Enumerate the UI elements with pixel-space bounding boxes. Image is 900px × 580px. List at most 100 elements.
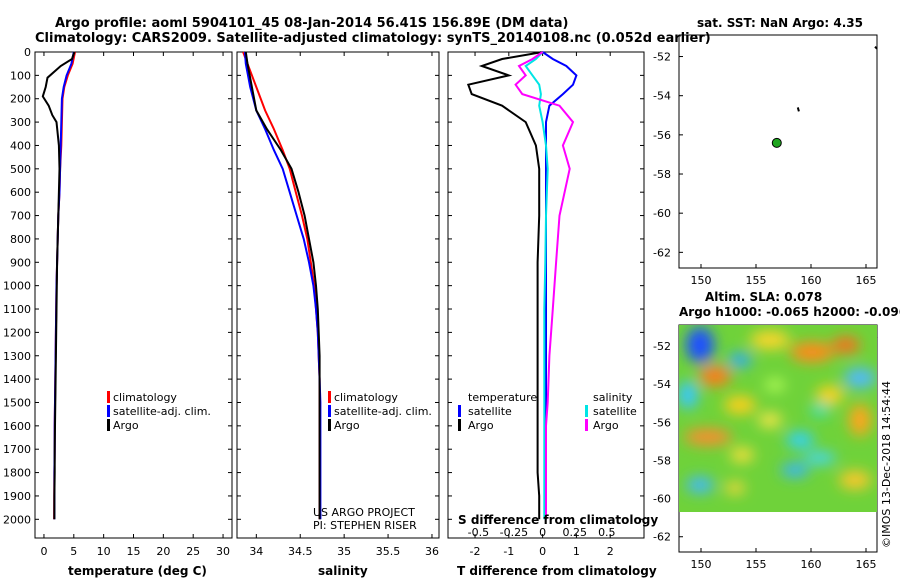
legend-label-climatology: climatology <box>113 391 177 404</box>
depth-tick-label: 1300 <box>3 350 31 363</box>
sst-map-title: sat. SST: NaN Argo: 4.35 <box>697 16 863 30</box>
depth-tick-label: 1600 <box>3 420 31 433</box>
map-x-tick-label-sla_map: 155 <box>746 558 767 571</box>
imos-stamp: ©IMOS 13-Dec-2018 14:54:44 <box>880 381 893 548</box>
map-x-tick-label-sst_map: 150 <box>691 274 712 287</box>
map-y-tick-label-sst_map: -56 <box>653 129 671 142</box>
map-y-tick-label-sla_map: -54 <box>653 378 671 391</box>
depth-tick-label: 1200 <box>3 326 31 339</box>
x-tick-label-difference: 2 <box>607 545 614 558</box>
series-line-t-satellite <box>542 51 578 520</box>
credit-pi: PI: STEPHEN RISER <box>313 519 417 532</box>
map-y-tick-label-sla_map: -52 <box>653 340 671 353</box>
map-x-tick-label-sst_map: 155 <box>746 274 767 287</box>
map-y-tick-label-sst_map: -58 <box>653 168 671 181</box>
map-y-tick-label-sst_map: -52 <box>653 51 671 64</box>
sla-map-title-2: Argo h1000: -0.065 h2000: -0.096 <box>679 305 900 319</box>
x-tick-label-temperature: 25 <box>186 545 200 558</box>
legend-label-argo: Argo <box>334 419 360 432</box>
panel-frame-salinity <box>236 51 440 539</box>
s-tick-label: -0.5 <box>468 526 489 539</box>
x-tick-label-temperature: 20 <box>156 545 170 558</box>
legend-swatch-s-argo <box>585 419 588 431</box>
depth-tick-label: 1400 <box>3 373 31 386</box>
x-tick-label-temperature: 5 <box>70 545 77 558</box>
x-tick-label-difference: -2 <box>470 545 481 558</box>
depth-tick-label: 1000 <box>3 280 31 293</box>
legend-swatch-climatology <box>328 391 331 403</box>
depth-tick-label: 0 <box>24 46 31 59</box>
map-y-tick-label-sst_map: -62 <box>653 246 671 259</box>
argo-position-marker <box>771 137 782 148</box>
series-line-t-argo <box>466 51 543 520</box>
depth-tick-label: 400 <box>10 139 31 152</box>
legend-title-temperature: temperature <box>468 391 537 404</box>
series-line-satellite-adj-clim- <box>243 51 322 520</box>
depth-tick-label: 600 <box>10 186 31 199</box>
map-y-tick-label-sst_map: -60 <box>653 207 671 220</box>
legend-swatch-satellite <box>328 405 331 417</box>
legend-label-satellite: satellite-adj. clim. <box>113 405 211 418</box>
x-tick-label-salinity: 36 <box>425 545 439 558</box>
temperature-xlabel: temperature (deg C) <box>68 564 207 578</box>
s-tick-label: 0.25 <box>562 526 587 539</box>
legend-swatch-s-satellite <box>585 405 588 417</box>
s-tick-label: 0 <box>539 526 546 539</box>
panel-frame-difference <box>447 51 645 539</box>
depth-tick-label: 200 <box>10 93 31 106</box>
legend-salinity: climatology satellite-adj. clim. Argo <box>328 391 432 432</box>
salinity-xlabel: salinity <box>318 564 368 578</box>
island-fragment <box>796 107 800 112</box>
x-tick-label-temperature: 10 <box>97 545 111 558</box>
legend-label-s-argo: Argo <box>593 419 619 432</box>
x-tick-label-temperature: 0 <box>40 545 47 558</box>
legend-label-t-satellite: satellite <box>468 405 512 418</box>
map-x-tick-label-sla_map: 150 <box>691 558 712 571</box>
x-tick-label-salinity: 35.5 <box>376 545 401 558</box>
island-fragment <box>874 46 878 50</box>
s-tick-label: 0.5 <box>598 526 616 539</box>
map-x-tick-label-sst_map: 165 <box>856 274 877 287</box>
depth-tick-label: 800 <box>10 233 31 246</box>
legend-temperature: climatology satellite-adj. clim. Argo <box>107 391 211 432</box>
map-y-tick-label-sla_map: -56 <box>653 416 671 429</box>
depth-tick-label: 900 <box>10 256 31 269</box>
map-x-tick-label-sst_map: 160 <box>801 274 822 287</box>
depth-tick-label: 2000 <box>3 513 31 526</box>
x-tick-label-temperature: 15 <box>127 545 141 558</box>
depth-tick-label: 1100 <box>3 303 31 316</box>
x-tick-label-temperature: 30 <box>216 545 230 558</box>
sla-map-title-1: Altim. SLA: 0.078 <box>705 290 822 304</box>
depth-tick-label: 1700 <box>3 443 31 456</box>
difference-xlabel-top: S difference from climatology <box>458 513 658 527</box>
legend-swatch-satellite <box>107 405 110 417</box>
series-line-s-satellite <box>524 51 549 520</box>
x-tick-label-salinity: 34.5 <box>288 545 313 558</box>
map-frame-sst_map <box>678 34 878 269</box>
sla-heatmap <box>679 325 877 512</box>
title-line-2: Climatology: CARS2009. Satellite-adjuste… <box>35 31 711 46</box>
x-tick-label-salinity: 35 <box>337 545 351 558</box>
x-tick-label-difference: 1 <box>573 545 580 558</box>
panel-frame-temperature <box>34 51 233 539</box>
difference-xlabel: T difference from climatology <box>457 564 657 578</box>
legend-title-salinity: salinity <box>593 391 633 404</box>
sla-anomalies <box>679 327 876 494</box>
x-tick-label-salinity: 34 <box>249 545 263 558</box>
legend-difference: temperature satellite Argo salinity sate… <box>458 391 637 432</box>
map-y-tick-label-sla_map: -60 <box>653 493 671 506</box>
x-tick-label-difference: 0 <box>539 545 546 558</box>
legend-label-t-argo: Argo <box>468 419 494 432</box>
legend-swatch-t-satellite <box>458 405 461 417</box>
title-line-1: Argo profile: aoml 5904101_45 08-Jan-201… <box>55 16 568 31</box>
credit-us-argo: US ARGO PROJECT <box>313 506 415 519</box>
map-y-tick-label-sla_map: -62 <box>653 531 671 544</box>
depth-tick-label: 700 <box>10 210 31 223</box>
map-x-tick-label-sla_map: 165 <box>856 558 877 571</box>
depth-tick-label: 1900 <box>3 490 31 503</box>
legend-swatch-climatology <box>107 391 110 403</box>
legend-label-s-satellite: satellite <box>593 405 637 418</box>
depth-tick-label: 500 <box>10 163 31 176</box>
map-y-tick-label-sst_map: -54 <box>653 90 671 103</box>
